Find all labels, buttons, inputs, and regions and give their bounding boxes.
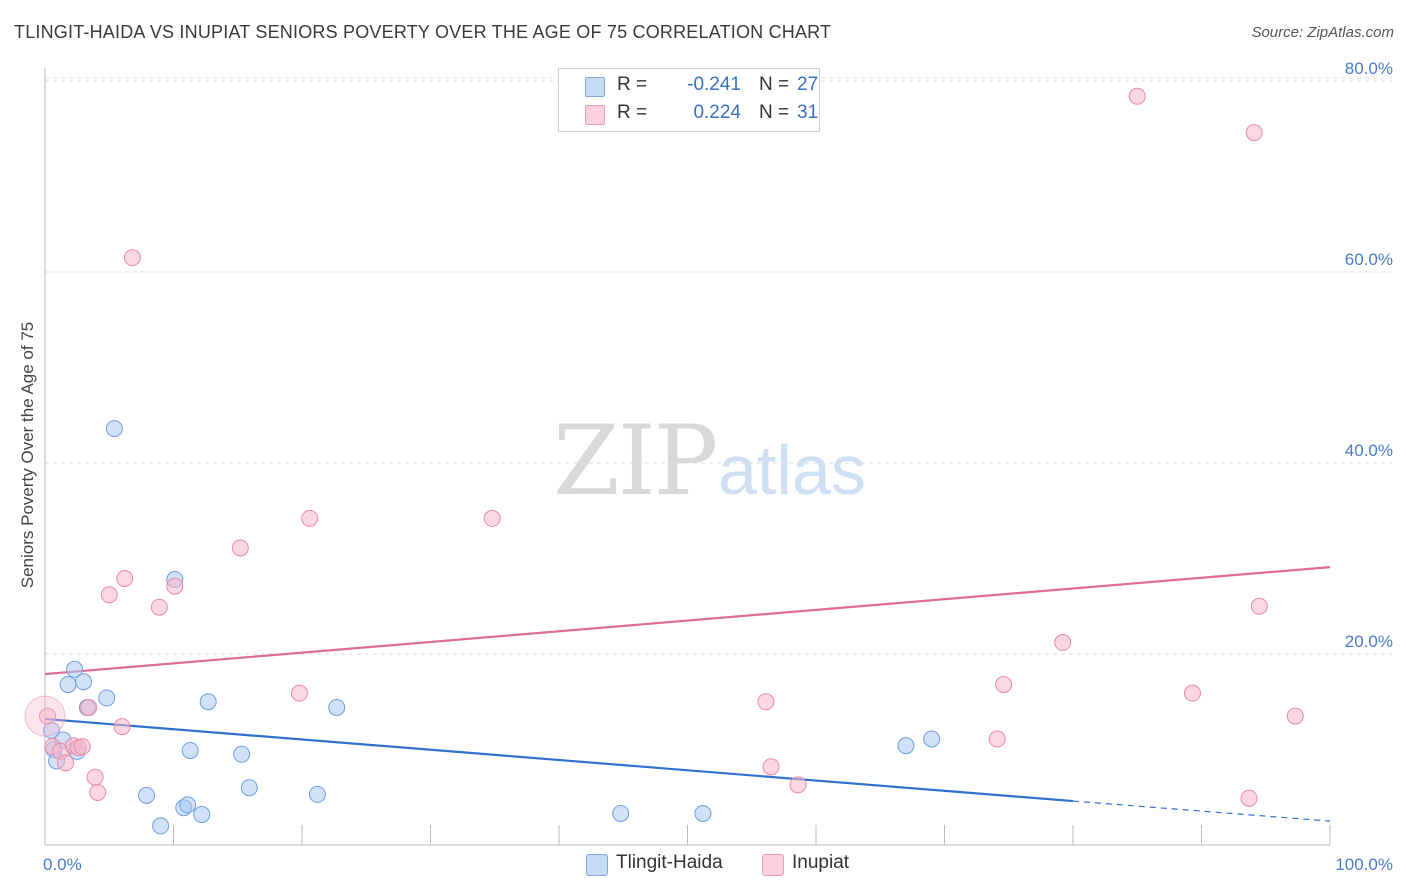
point-tlingit-haida [923, 730, 941, 748]
point-inupiat [1184, 684, 1202, 702]
point-inupiat [301, 509, 319, 527]
point-inupiat [73, 738, 91, 756]
legend-swatch-tlingit-haida [586, 854, 608, 876]
legend-swatch-inupiat [762, 854, 784, 876]
point-tlingit-haida [152, 817, 170, 835]
trend-line-inupiat [44, 565, 1331, 676]
point-inupiat [80, 698, 98, 716]
point-inupiat [116, 570, 134, 588]
point-inupiat [1128, 87, 1146, 105]
gridlines [45, 77, 1392, 655]
legend-swatch-tlingit-haida [585, 77, 605, 97]
point-tlingit-haida [59, 676, 77, 694]
y-tick-label: 40.0% [1345, 441, 1393, 460]
point-inupiat [789, 776, 807, 794]
point-tlingit-haida [193, 805, 211, 823]
point-inupiat [86, 768, 104, 786]
point-inupiat [100, 586, 118, 604]
trend-line-extension-tlingit-haida [1072, 800, 1331, 822]
stats-legend: R = -0.241 N = 27 R = 0.224 N = 31 [558, 68, 820, 132]
point-tlingit-haida [897, 737, 915, 755]
y-tick-label: 60.0% [1345, 250, 1393, 269]
point-tlingit-haida [181, 741, 199, 759]
legend-n-value: 31 [797, 102, 819, 123]
point-inupiat [1054, 634, 1072, 652]
chart-title: TLINGIT-HAIDA VS INUPIAT SENIORS POVERTY… [14, 22, 832, 42]
point-inupiat [1240, 789, 1258, 807]
point-inupiat [166, 577, 184, 595]
point-tlingit-haida [233, 745, 251, 763]
point-inupiat [231, 539, 249, 557]
point-inupiat [762, 758, 780, 776]
source-label: Source: ZipAtlas.com [1251, 24, 1394, 41]
legend-label: Tlingit-Haida [616, 852, 723, 873]
watermark-zip: ZIP [553, 405, 718, 517]
point-tlingit-haida [308, 785, 326, 803]
point-tlingit-haida [138, 786, 156, 804]
point-inupiat [290, 684, 308, 702]
point-inupiat [757, 693, 775, 711]
legend-n-value: 27 [797, 74, 819, 95]
point-inupiat [988, 730, 1006, 748]
point-tlingit-haida [694, 804, 712, 822]
legend-n-label: N = [759, 102, 790, 123]
point-inupiat [483, 509, 501, 527]
legend-r-label: R = [617, 102, 648, 123]
trend-line-tlingit-haida [44, 717, 1074, 803]
point-inupiat-cluster [24, 695, 66, 737]
legend-r-label: R = [617, 74, 648, 95]
trend-lines [44, 565, 1331, 822]
legend-label: Inupiat [792, 852, 850, 873]
watermark-atlas: atlas [718, 431, 866, 509]
x-tick-label: 100.0% [1335, 855, 1393, 874]
point-tlingit-haida [75, 673, 93, 691]
point-inupiat [123, 249, 141, 267]
point-tlingit-haida [98, 689, 116, 707]
point-tlingit-haida [199, 693, 217, 711]
data-points [24, 87, 1304, 835]
y-tick-label: 80.0% [1345, 59, 1393, 78]
axes [44, 68, 1331, 846]
point-tlingit-haida [105, 420, 123, 438]
point-inupiat [995, 676, 1013, 694]
x-tick-label: 0.0% [43, 855, 82, 874]
point-inupiat [150, 598, 168, 616]
point-tlingit-haida [612, 804, 630, 822]
point-inupiat [1250, 597, 1268, 615]
point-inupiat [57, 754, 75, 772]
point-inupiat [89, 783, 107, 801]
tick-labels: 20.0% 40.0% 60.0% 80.0% 0.0% 100.0% [43, 59, 1393, 874]
point-tlingit-haida [240, 779, 258, 797]
y-tick-label: 20.0% [1345, 632, 1393, 651]
legend-n-label: N = [759, 74, 790, 95]
point-tlingit-haida [328, 698, 346, 716]
point-inupiat [39, 707, 57, 725]
legend-r-value: -0.241 [687, 74, 741, 95]
point-inupiat [1245, 124, 1263, 142]
point-inupiat [1286, 707, 1304, 725]
point-tlingit-haida [179, 796, 197, 814]
legend-r-value: 0.224 [693, 102, 741, 123]
point-tlingit-haida [66, 660, 84, 678]
point-inupiat [113, 718, 131, 736]
legend-swatch-inupiat [585, 105, 605, 125]
